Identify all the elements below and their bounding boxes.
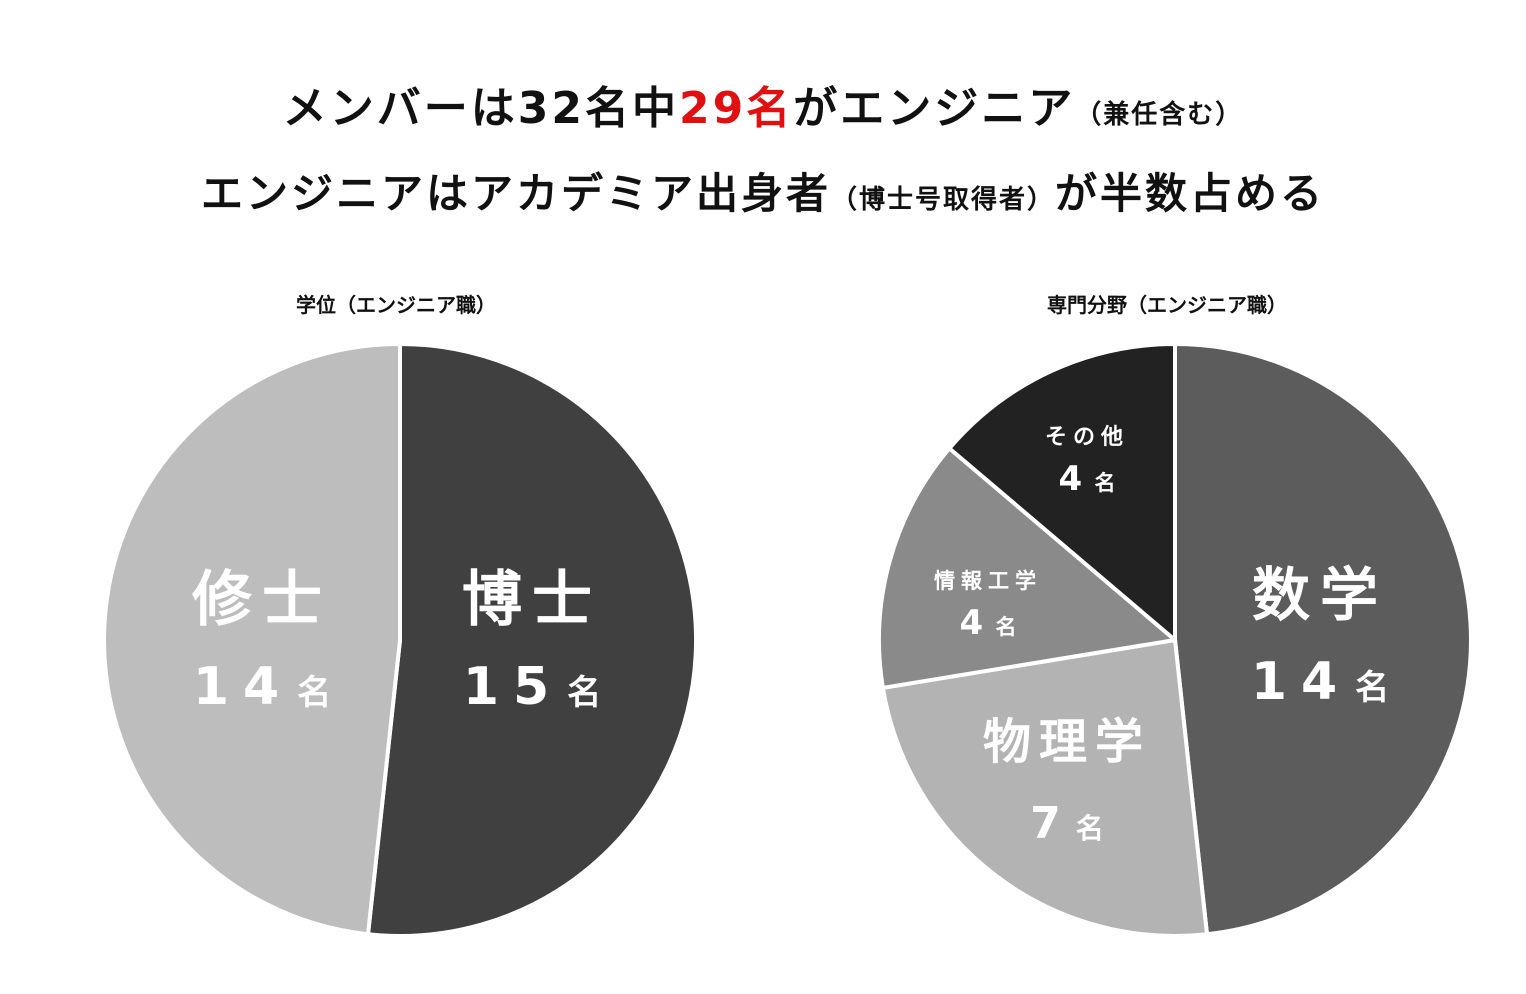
pie-0-slice-0 bbox=[366, 342, 699, 938]
pie-0-slice-1-value: 14 名 bbox=[193, 657, 331, 717]
headline-line-2-start: エンジニアはアカデミア出身者 bbox=[200, 169, 831, 218]
pie-1-slice-0-value: 14 名 bbox=[1251, 652, 1389, 712]
pie-0-slice-1 bbox=[102, 342, 402, 937]
headline-line-2-end: が半数占める bbox=[1055, 169, 1326, 218]
pie-0-slice-0-value: 15 名 bbox=[463, 657, 601, 717]
headline-line-1-end: がエンジニア bbox=[793, 83, 1076, 134]
headline-line-1-start: メンバーは32名中 bbox=[282, 83, 679, 134]
headline-line-2-note: （博士号取得者） bbox=[830, 185, 1055, 215]
field-chart-title: 専門分野（エンジニア職） bbox=[1047, 293, 1287, 317]
pie-1-slice-1-label: 物理学 bbox=[983, 714, 1151, 770]
headline-line-1: メンバーは32名中29名がエンジニア（兼任含む） bbox=[0, 72, 1526, 136]
pie-0-slice-0-label: 博士 bbox=[462, 565, 602, 635]
pie-1-slice-3-label: その他 bbox=[1045, 425, 1129, 450]
pie-1-slice-0-label: 数学 bbox=[1252, 561, 1388, 629]
pie-1-slice-1 bbox=[880, 638, 1209, 938]
headline-line-1-note: （兼任含む） bbox=[1075, 100, 1244, 130]
pie-0-slice-1-label: 修士 bbox=[192, 565, 332, 635]
degree-chart-title: 学位（エンジニア職） bbox=[296, 293, 496, 317]
pie-1-slice-0 bbox=[1173, 342, 1473, 937]
pie-1-slice-3 bbox=[947, 342, 1177, 642]
headline-line-2: エンジニアはアカデミア出身者（博士号取得者）が半数占める bbox=[0, 160, 1526, 221]
pie-1-slice-2 bbox=[877, 446, 1177, 690]
headline-engineer-count: 29名 bbox=[678, 83, 794, 134]
pie-1-slice-2-label: 情報工学 bbox=[934, 569, 1042, 593]
